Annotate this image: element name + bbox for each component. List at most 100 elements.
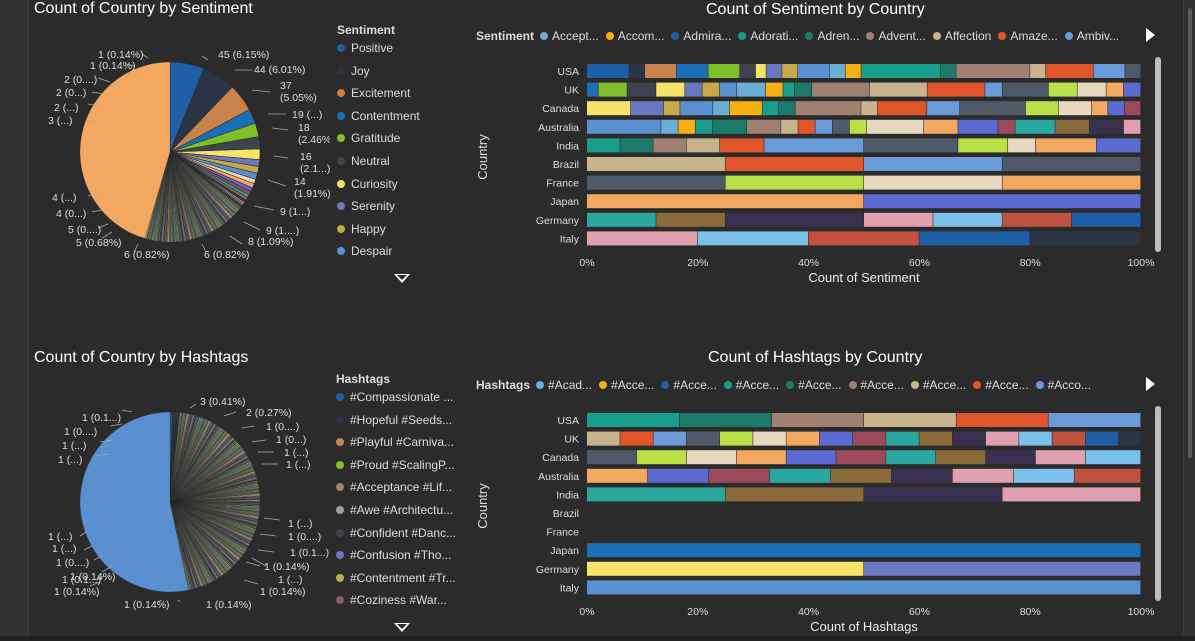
bar-segment[interactable]: [1058, 101, 1092, 116]
bar-segment[interactable]: [1089, 119, 1124, 134]
legend-item[interactable]: Admira...: [671, 29, 731, 43]
page-scrollbar[interactable]: [1188, 8, 1192, 458]
legend-next-arrow-icon[interactable]: [1146, 28, 1155, 42]
bar-segment[interactable]: [587, 119, 661, 134]
legend-item[interactable]: #Playful #Carniva...: [336, 434, 454, 450]
bar-segment[interactable]: [737, 82, 766, 97]
bar-segment[interactable]: [678, 119, 695, 134]
bar-segment[interactable]: [1055, 119, 1089, 134]
bar-segment[interactable]: [1048, 82, 1077, 97]
bar-segment[interactable]: [725, 175, 864, 190]
bar-segment[interactable]: [819, 431, 853, 446]
bar-segment[interactable]: [1008, 138, 1036, 153]
bar-segment[interactable]: [753, 431, 786, 446]
bar-segment[interactable]: [798, 119, 815, 134]
bar-segment[interactable]: [656, 82, 685, 97]
bar-segment[interactable]: [985, 450, 1036, 465]
bar-segment[interactable]: [1002, 487, 1141, 502]
bar-segment[interactable]: [755, 64, 766, 78]
bar-segment[interactable]: [1108, 101, 1124, 116]
bar-segment[interactable]: [959, 101, 1026, 116]
legend-item[interactable]: #Acce...: [910, 378, 966, 392]
bar-segment[interactable]: [712, 119, 747, 134]
legend-item[interactable]: #Hopeful #Seeds...: [336, 412, 452, 428]
bar-sentiment-scrollbar[interactable]: [1155, 57, 1161, 252]
bar-segment[interactable]: [861, 101, 878, 116]
bar-segment[interactable]: [1093, 64, 1125, 78]
bar-segment[interactable]: [630, 101, 664, 116]
bar-segment[interactable]: [629, 64, 645, 78]
bar-segment[interactable]: [740, 64, 756, 78]
bar-segment[interactable]: [708, 64, 740, 78]
bar-segment[interactable]: [1118, 431, 1141, 446]
legend-item[interactable]: #Acce...: [848, 378, 904, 392]
bar-segment[interactable]: [1025, 101, 1059, 116]
bar-segment[interactable]: [766, 64, 782, 78]
bar-segment[interactable]: [985, 431, 1019, 446]
pie-slice[interactable]: [79, 411, 189, 593]
bar-segment[interactable]: [719, 138, 764, 153]
bar-segment[interactable]: [702, 82, 720, 97]
bar-segment[interactable]: [923, 119, 958, 134]
legend-item[interactable]: Gratitude: [337, 130, 400, 146]
bar-segment[interactable]: [653, 138, 687, 153]
legend-item[interactable]: Happy: [337, 221, 386, 237]
bar-segment[interactable]: [1013, 468, 1074, 483]
bar-segment[interactable]: [866, 119, 924, 134]
bar-segment[interactable]: [1046, 64, 1093, 78]
bar-segment[interactable]: [956, 64, 1030, 78]
legend-item[interactable]: #Acce...: [661, 378, 717, 392]
bar-segment[interactable]: [786, 431, 820, 446]
bar-segment[interactable]: [956, 413, 1048, 427]
bar-segment[interactable]: [836, 450, 886, 465]
bar-segment[interactable]: [587, 138, 620, 153]
legend-item[interactable]: #Acce...: [723, 378, 779, 392]
bar-segment[interactable]: [1015, 119, 1055, 134]
legend-scroll-down-icon[interactable]: [394, 274, 410, 283]
legend-item[interactable]: Serenity: [337, 198, 395, 214]
bar-segment[interactable]: [587, 175, 725, 190]
legend-item[interactable]: Joy: [337, 63, 370, 79]
bar-segment[interactable]: [772, 413, 864, 427]
bar-segment[interactable]: [864, 157, 1002, 171]
bar-segment[interactable]: [864, 194, 1141, 209]
bar-segment[interactable]: [1030, 64, 1046, 78]
bar-segment[interactable]: [1125, 64, 1141, 78]
bar-segment[interactable]: [919, 231, 1030, 246]
bar-segment[interactable]: [832, 119, 850, 134]
bar-segment[interactable]: [686, 450, 736, 465]
bar-segment[interactable]: [1071, 212, 1141, 227]
bar-segment[interactable]: [1052, 431, 1085, 446]
bar-segment[interactable]: [653, 431, 687, 446]
legend-item[interactable]: Amaze...: [998, 29, 1058, 43]
legend-item[interactable]: Accom...: [605, 29, 664, 43]
bar-segment[interactable]: [645, 64, 677, 78]
bar-segment[interactable]: [869, 82, 927, 97]
bar-segment[interactable]: [786, 450, 836, 465]
bar-segment[interactable]: [891, 468, 953, 483]
bar-segment[interactable]: [636, 450, 687, 465]
legend-item[interactable]: #Proud #ScalingP...: [336, 457, 455, 473]
bar-segment[interactable]: [1035, 450, 1085, 465]
legend-item[interactable]: #Compassionate ...: [336, 389, 453, 405]
bar-segment[interactable]: [808, 231, 919, 246]
bar-segment[interactable]: [1123, 82, 1141, 97]
bar-segment[interactable]: [958, 119, 998, 134]
bar-segment[interactable]: [587, 101, 631, 116]
bar-segment[interactable]: [1091, 101, 1108, 116]
bar-segment[interactable]: [1002, 82, 1049, 97]
bar-segment[interactable]: [587, 450, 637, 465]
legend-item[interactable]: Advent...: [866, 29, 926, 43]
legend-item[interactable]: Adorati...: [738, 29, 798, 43]
bar-segment[interactable]: [998, 119, 1015, 134]
bar-segment[interactable]: [927, 82, 985, 97]
bar-segment[interactable]: [849, 119, 867, 134]
bar-segment[interactable]: [886, 450, 936, 465]
bar-segment[interactable]: [886, 431, 919, 446]
bar-segment[interactable]: [676, 64, 708, 78]
bar-hashtags-scrollbar[interactable]: [1155, 406, 1161, 601]
bar-segment[interactable]: [1124, 101, 1141, 116]
bar-segment[interactable]: [686, 138, 720, 153]
bar-segment[interactable]: [861, 64, 940, 78]
bar-segment[interactable]: [762, 101, 779, 116]
